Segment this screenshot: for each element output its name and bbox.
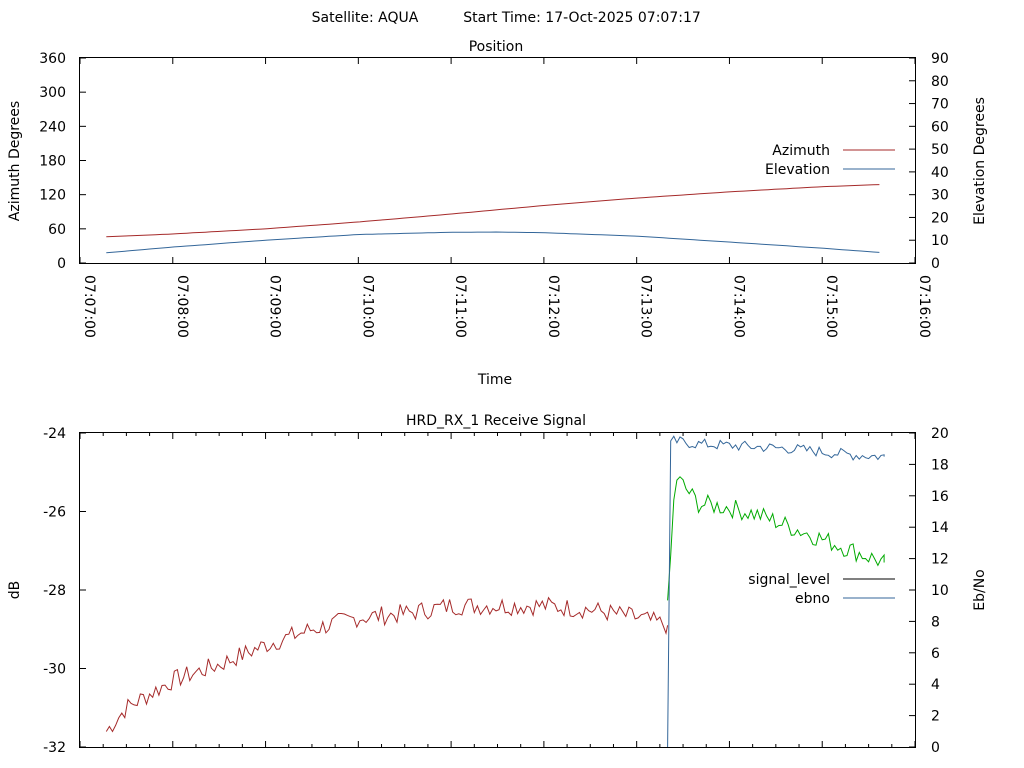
x-tick-label: 07:11:00	[452, 275, 468, 338]
x-tick-label: 07:07:00	[81, 275, 97, 338]
series-line-signal-level	[105, 596, 669, 733]
x-tick-label: 07:08:00	[174, 275, 190, 338]
y-tick-label: 360	[39, 51, 66, 67]
series-line-azimuth	[106, 184, 880, 238]
y2-tick-label: 10	[931, 583, 949, 599]
y2-tick-label: 20	[931, 426, 949, 442]
series-line-signal-level-after-lock-	[667, 476, 885, 601]
x-tick-label: 07:15:00	[823, 275, 839, 338]
legend-label: signal_level	[748, 572, 830, 588]
legend-label: Elevation	[765, 162, 830, 178]
y-tick-label: 60	[48, 222, 66, 238]
y2-tick-label: 0	[931, 256, 940, 272]
series-line-ebno	[667, 435, 885, 748]
y2-tick-label: 0	[931, 740, 940, 756]
y-tick-label: 0	[57, 256, 66, 272]
signal-plot-frame	[79, 432, 916, 748]
y-tick-label: 180	[39, 154, 66, 170]
x-tick-label: 07:12:00	[545, 275, 561, 338]
y2-tick-label: 60	[931, 119, 949, 135]
position-x-axis-label: Time	[477, 372, 512, 388]
y2-tick-label: 80	[931, 74, 949, 90]
y-tick-label: -28	[43, 583, 66, 599]
legend-label: ebno	[795, 591, 830, 607]
y2-tick-label: 50	[931, 142, 949, 158]
y2-tick-label: 14	[931, 520, 949, 536]
y2-tick-label: 2	[931, 709, 940, 725]
y2-tick-label: 20	[931, 210, 949, 226]
x-tick-label: 07:09:00	[267, 275, 283, 338]
y-tick-label: 240	[39, 119, 66, 135]
legend-label: Azimuth	[772, 143, 830, 159]
y2-tick-label: 12	[931, 552, 949, 568]
signal-chart-title: HRD_RX_1 Receive Signal	[406, 413, 586, 429]
y-tick-label: 120	[39, 188, 66, 204]
y-tick-label: -32	[43, 740, 66, 756]
position-plot-frame	[79, 57, 916, 264]
y2-tick-label: 18	[931, 457, 949, 473]
x-tick-label: 07:10:00	[359, 275, 375, 338]
y2-tick-label: 70	[931, 97, 949, 113]
y-tick-label: 300	[39, 85, 66, 101]
position-y2-axis-label: Elevation Degrees	[972, 97, 988, 225]
position-chart-title: Position	[469, 39, 524, 55]
y2-tick-label: 10	[931, 233, 949, 249]
satellite-label: Satellite: AQUA	[312, 10, 419, 26]
y2-tick-label: 16	[931, 489, 949, 505]
y-tick-label: -24	[43, 426, 66, 442]
start-time-label: Start Time: 17-Oct-2025 07:07:17	[463, 10, 701, 26]
signal-y2-axis-label: Eb/No	[972, 569, 988, 611]
y2-tick-label: 30	[931, 188, 949, 204]
y-tick-label: -30	[43, 662, 66, 678]
y-tick-label: -26	[43, 505, 66, 521]
position-y-axis-label: Azimuth Degrees	[7, 101, 23, 221]
x-tick-label: 07:14:00	[730, 275, 746, 338]
y2-tick-label: 40	[931, 165, 949, 181]
series-line-elevation	[106, 231, 880, 254]
y2-tick-label: 4	[931, 677, 940, 693]
x-tick-label: 07:16:00	[916, 275, 932, 338]
x-tick-label: 07:13:00	[638, 275, 654, 338]
y2-tick-label: 6	[931, 646, 940, 662]
signal-y-axis-label: dB	[7, 581, 23, 600]
y2-tick-label: 8	[931, 614, 940, 630]
y2-tick-label: 90	[931, 51, 949, 67]
